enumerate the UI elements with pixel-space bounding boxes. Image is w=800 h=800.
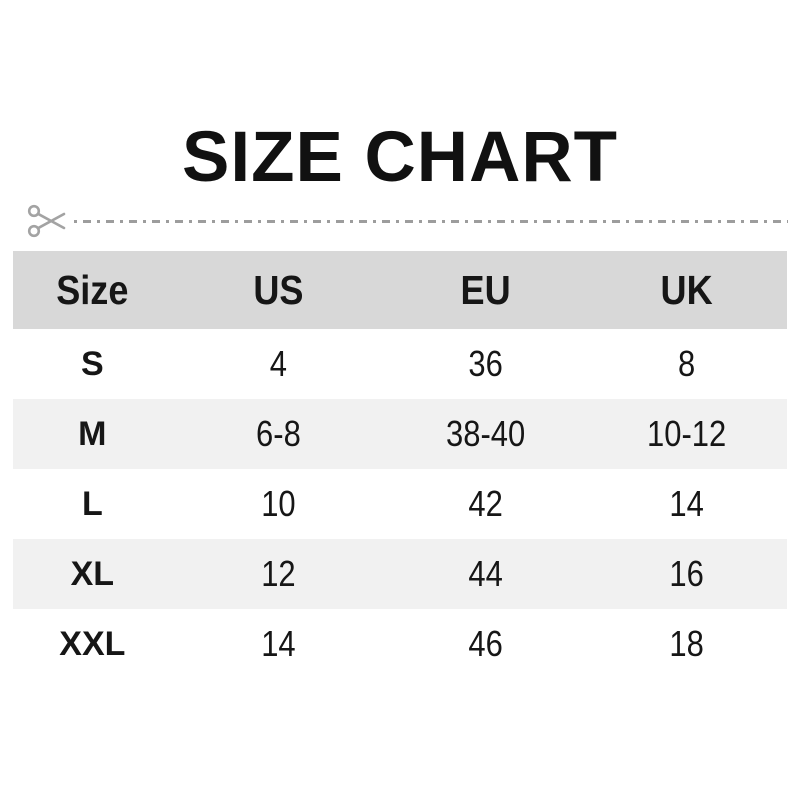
table-row-xxl: XXL 14 46 18 (13, 609, 787, 679)
header-cell-us: US (253, 266, 304, 313)
header-cell-uk: UK (660, 266, 713, 313)
size-label-cell: L (81, 484, 103, 523)
size-label-cell: S (80, 344, 104, 383)
table-row-m: M 6-8 38-40 10-12 (13, 399, 787, 469)
page-title: SIZE CHART (182, 118, 618, 197)
uk-value-cell: 14 (669, 483, 704, 524)
us-value-cell: 12 (260, 553, 296, 594)
size-label-cell: XXL (59, 624, 126, 663)
us-value-cell: 14 (260, 623, 296, 664)
eu-value-cell: 46 (467, 623, 503, 664)
size-table: Size US EU UK S 4 36 8 M 6-8 38-40 10-12… (13, 251, 787, 679)
uk-value-cell: 8 (677, 343, 695, 384)
us-value-cell: 4 (269, 343, 287, 384)
uk-value-cell: 10-12 (646, 413, 726, 454)
size-label-cell: M (78, 414, 107, 453)
header-cell-size: Size (56, 266, 129, 313)
us-value-cell: 10 (260, 483, 296, 524)
scissors-icon (27, 204, 66, 238)
cut-line (26, 204, 788, 238)
header-cell-eu: EU (460, 266, 511, 313)
eu-value-cell: 44 (467, 553, 503, 594)
size-label-cell: XL (70, 554, 115, 593)
us-value-cell: 6-8 (255, 413, 301, 454)
eu-value-cell: 42 (467, 483, 503, 524)
table-header-row: Size US EU UK (13, 251, 787, 329)
uk-value-cell: 16 (669, 553, 704, 594)
table-row-l: L 10 42 14 (13, 469, 787, 539)
dashed-divider (74, 219, 788, 223)
eu-value-cell: 36 (467, 343, 503, 384)
uk-value-cell: 18 (669, 623, 704, 664)
table-row-s: S 4 36 8 (13, 329, 787, 399)
eu-value-cell: 38-40 (445, 413, 525, 454)
table-row-xl: XL 12 44 16 (13, 539, 787, 609)
